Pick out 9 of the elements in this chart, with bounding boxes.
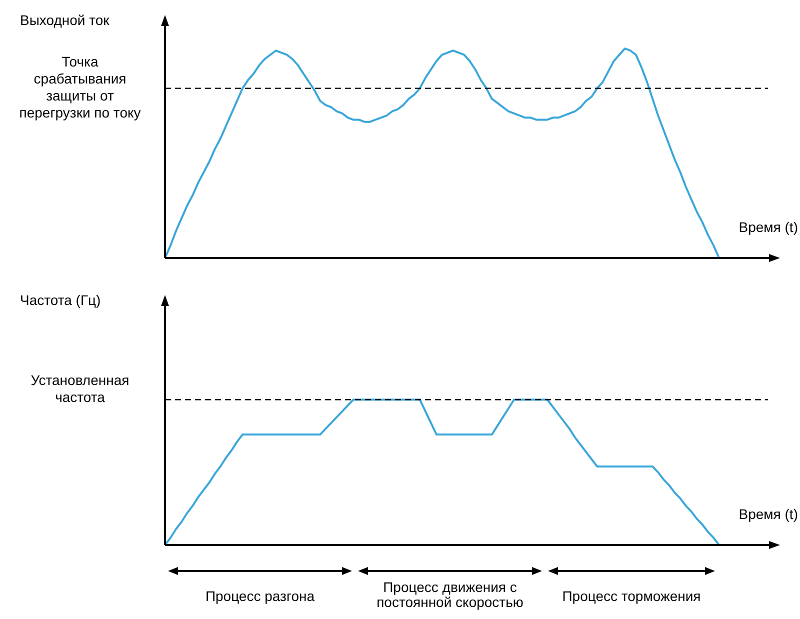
y-axis-title: Выходной ток: [20, 12, 110, 28]
ref-line-label: Точка срабатывания защиты от перегрузки по току: [19, 54, 141, 121]
x-axis-title: Время (t): [738, 506, 798, 522]
text: Процесс движения с постоянной скоростью: [376, 579, 524, 610]
y-axis-title: Частота (Гц): [20, 292, 101, 308]
text: Процесс разгона: [204, 588, 316, 604]
x-axis-title: Время (t): [738, 218, 798, 235]
ref-line-label: Установленная частота: [30, 372, 130, 406]
text: Процесс торможения: [561, 588, 702, 604]
